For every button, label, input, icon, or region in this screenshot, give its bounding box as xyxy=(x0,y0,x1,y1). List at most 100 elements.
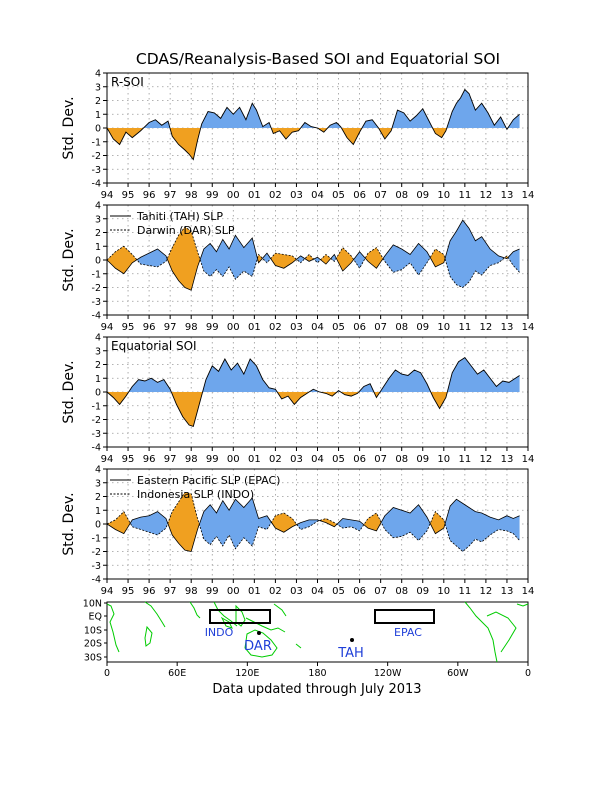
x-tick-label: 03 xyxy=(290,454,303,465)
series-line xyxy=(107,357,520,427)
x-axis: 94 95 96 97 98 99 00 01 02 03 04 05 06 07 08 09 10 11 12 13… xyxy=(101,579,534,597)
y-axis-label: Std. Dev. xyxy=(61,360,77,423)
y-axis: 4 3 2 1 0 -1 -2 -3 -4 xyxy=(92,333,107,454)
panel-label: Equatorial SOI xyxy=(111,339,197,353)
x-tick-label: 01 xyxy=(248,454,261,465)
x-tick-label: 96 xyxy=(143,586,156,597)
x-tick-label: 11 xyxy=(458,586,471,597)
x-tick-label: 03 xyxy=(290,322,303,333)
x-tick-label: 05 xyxy=(332,586,345,597)
legend-label: Eastern Pacific SLP (EPAC) xyxy=(137,474,280,487)
region-label: INDO xyxy=(205,626,234,639)
x-tick-label: 00 xyxy=(227,190,240,201)
x-tick-label: 14 xyxy=(522,190,535,201)
x-tick-label: 08 xyxy=(395,322,408,333)
negative-fill xyxy=(430,249,446,267)
x-tick-label: 14 xyxy=(522,454,535,465)
figure-title: CDAS/Reanalysis-Based SOI and Equatorial… xyxy=(136,50,500,68)
y-tick-label: 0 xyxy=(95,124,101,135)
coastline xyxy=(144,601,166,628)
positive-fill xyxy=(508,114,520,128)
x-tick-label: 09 xyxy=(416,586,429,597)
positive-fill xyxy=(392,108,433,128)
x-tick-label: 13 xyxy=(501,190,514,201)
x-tick-label: 94 xyxy=(101,322,114,333)
y-tick-label: 3 xyxy=(95,478,101,489)
lon-label: 0 xyxy=(525,668,531,679)
x-tick-label: 95 xyxy=(122,322,135,333)
x-tick-label: 09 xyxy=(416,322,429,333)
x-axis: 94 95 96 97 98 99 00 01 02 03 04 05 06 07 08 09 10 11 12 13… xyxy=(101,183,535,201)
y-tick-label: 2 xyxy=(95,360,101,371)
region-box xyxy=(209,609,271,624)
y-tick-label: 0 xyxy=(95,388,101,399)
coastline xyxy=(295,643,302,649)
x-tick-label: 01 xyxy=(248,322,261,333)
station-label: TAH xyxy=(337,646,364,661)
positive-fill xyxy=(359,383,375,392)
positive-fill xyxy=(328,122,342,128)
y-tick-label: 2 xyxy=(95,228,101,239)
x-tick-label: 01 xyxy=(248,190,261,201)
data-layer xyxy=(107,491,520,553)
y-tick-label: -4 xyxy=(92,575,101,586)
x-tick-label: 97 xyxy=(164,454,177,465)
negative-fill xyxy=(270,253,297,269)
negative-fill xyxy=(170,128,201,160)
lat-label: 20S xyxy=(84,639,102,650)
x-tick-label: 05 xyxy=(332,454,345,465)
negative-fill xyxy=(317,128,329,133)
x-tick-label: 02 xyxy=(269,454,282,465)
positive-fill xyxy=(202,359,278,392)
chart-panel-4: Eastern Pacific SLP (EPAC)Indonesia SLP … xyxy=(61,465,534,598)
lat-label: 30S xyxy=(84,653,102,664)
station-label: DAR xyxy=(244,639,272,654)
negative-fill xyxy=(107,246,137,274)
coastline xyxy=(464,601,498,663)
negative-fill xyxy=(168,492,200,552)
positive-fill xyxy=(381,504,431,541)
y-tick-label: -3 xyxy=(92,297,101,308)
positive-fill xyxy=(200,103,272,128)
y-tick-label: 4 xyxy=(95,465,101,476)
station-marker xyxy=(350,638,354,642)
x-tick-label: 10 xyxy=(437,454,450,465)
y-tick-label: 0 xyxy=(95,520,101,531)
legend-label: Tahiti (TAH) SLP xyxy=(136,210,223,223)
x-tick-label: 06 xyxy=(353,322,366,333)
station-marker xyxy=(257,631,261,635)
x-tick-label: 07 xyxy=(374,322,387,333)
x-tick-label: 03 xyxy=(290,586,303,597)
x-tick-label: 13 xyxy=(501,454,514,465)
negative-fill xyxy=(167,227,201,291)
y-tick-label: -4 xyxy=(92,311,101,322)
y-tick-label: -2 xyxy=(92,283,101,294)
y-tick-label: 4 xyxy=(95,333,101,344)
x-tick-label: 04 xyxy=(311,190,324,201)
y-tick-label: -4 xyxy=(92,179,101,190)
x-tick-label: 94 xyxy=(101,454,114,465)
x-tick-label: 02 xyxy=(269,586,282,597)
positive-fill xyxy=(128,378,172,392)
y-tick-label: 1 xyxy=(95,242,101,253)
x-tick-label: 98 xyxy=(185,190,198,201)
coastline xyxy=(245,617,286,633)
y-axis: 4 3 2 1 0 -1 -2 -3 -4 xyxy=(92,201,107,322)
lon-label: 180 xyxy=(308,668,326,679)
x-tick-label: 98 xyxy=(185,586,198,597)
negative-fill xyxy=(341,128,363,145)
negative-fill xyxy=(107,511,131,534)
y-axis-label: Std. Dev. xyxy=(61,96,77,159)
x-tick-label: 08 xyxy=(395,586,408,597)
coastline xyxy=(516,603,529,607)
negative-fill xyxy=(107,128,144,145)
x-tick-label: 97 xyxy=(164,322,177,333)
lat-label: 10N xyxy=(83,599,102,610)
y-tick-label: 4 xyxy=(95,201,101,212)
y-tick-label: -2 xyxy=(92,151,101,162)
x-axis: 94 95 96 97 98 99 00 01 02 03 04 05 06 07 08 09 10 11 12 13… xyxy=(101,447,535,465)
y-tick-label: 4 xyxy=(95,69,101,80)
x-tick-label: 94 xyxy=(101,190,114,201)
